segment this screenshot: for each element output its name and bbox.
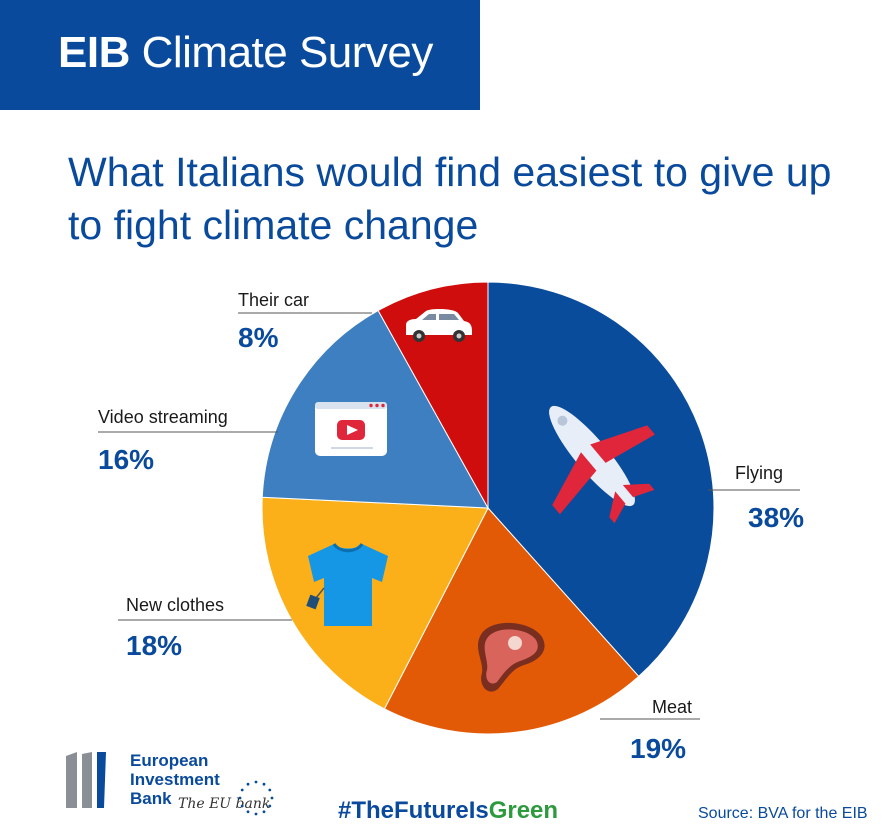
- label-new-clothes: New clothes: [126, 595, 225, 615]
- banner-brand: EIB: [58, 28, 130, 77]
- label-meat: Meat: [652, 697, 693, 717]
- value-meat: 19%: [630, 733, 687, 764]
- car-icon: [406, 308, 472, 342]
- eib-logo-icon: [66, 752, 106, 808]
- value-new-clothes: 18%: [126, 630, 183, 661]
- pie-slice-new-clothes: [261, 496, 489, 710]
- logo-line-2: Investment: [130, 770, 220, 789]
- pie-slice-meat: [383, 507, 640, 735]
- value-flying: 38%: [748, 502, 805, 533]
- hashtag-part-2: Is: [468, 797, 489, 824]
- steak-icon: [477, 622, 545, 692]
- value-video-streaming: 16%: [98, 444, 155, 475]
- eib-logo-text: European Investment Bank: [130, 751, 220, 808]
- tshirt-icon: [306, 543, 388, 626]
- hashtag: #TheFutureIsGreen: [338, 797, 558, 825]
- chart-title: What Italians would find easiest to give…: [68, 149, 832, 248]
- hashtag-part-1: #TheFuture: [338, 797, 469, 824]
- title-banner: EIB Climate Survey: [0, 0, 480, 110]
- value-their-car: 8%: [238, 322, 279, 353]
- airplane-icon: [549, 405, 655, 524]
- banner-title: EIB Climate Survey: [58, 28, 433, 78]
- eu-stars-icon: [238, 780, 274, 816]
- hashtag-part-3: Green: [488, 797, 559, 824]
- source-note: Source: BVA for the EIB: [698, 805, 868, 822]
- label-their-car: Their car: [238, 290, 310, 310]
- eib-tagline: The EU bank: [178, 796, 271, 812]
- label-flying: Flying: [735, 463, 784, 483]
- banner-subtitle: Climate Survey: [141, 28, 434, 77]
- logo-line-1: European: [130, 751, 209, 770]
- video-player-icon: [315, 402, 387, 456]
- logo-line-3: Bank: [130, 789, 172, 808]
- label-video-streaming: Video streaming: [98, 407, 228, 427]
